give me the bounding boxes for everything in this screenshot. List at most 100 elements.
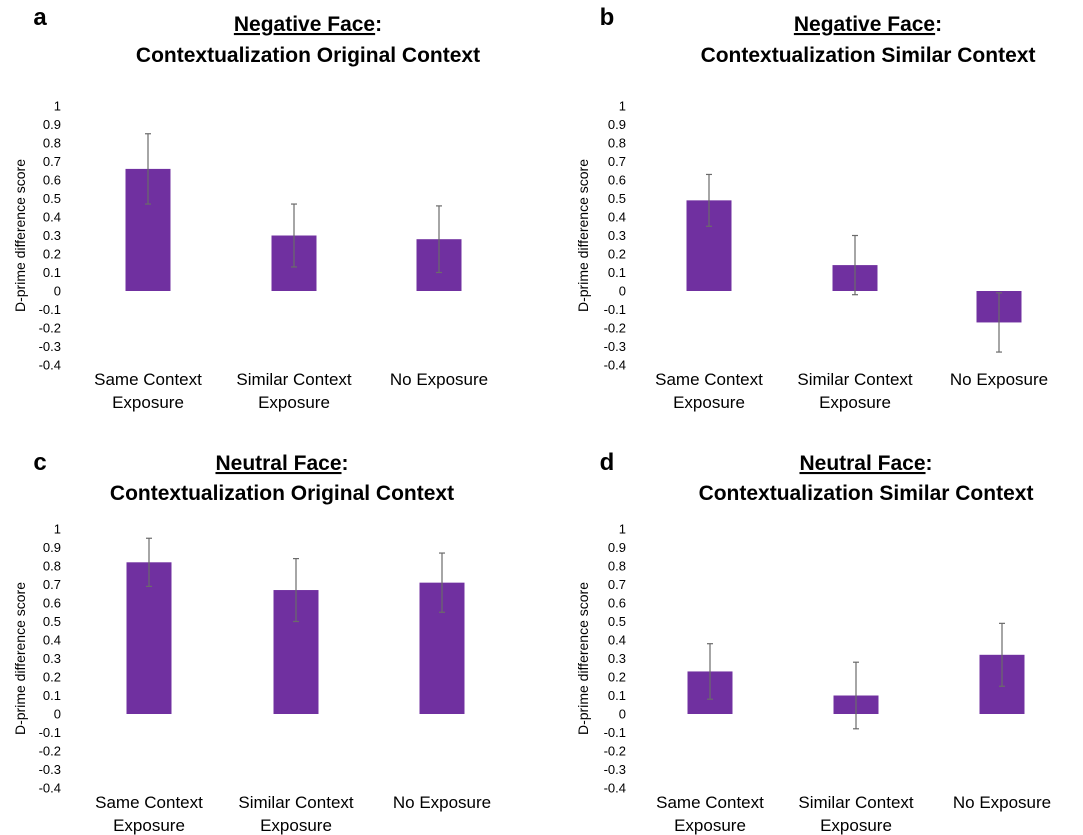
chart-title-line-1: Neutral Face: — [215, 452, 348, 475]
x-category-label-line: Similar Context — [236, 370, 352, 389]
bar — [126, 562, 172, 714]
y-tick-label: -0.4 — [39, 781, 61, 796]
x-category-label: Similar Context Exposure — [798, 793, 914, 835]
x-category-label-line: Same Context — [94, 370, 202, 389]
y-tick-label: 0.9 — [608, 540, 626, 555]
x-category-label: Same Context Exposure — [655, 370, 763, 412]
y-tick-label: 0.1 — [43, 688, 61, 703]
chart-title-suffix: : — [926, 452, 933, 475]
chart-title-suffix: : — [375, 13, 382, 36]
x-category-label-line: Same Context — [95, 793, 203, 812]
y-tick-label: -0.4 — [604, 781, 626, 796]
x-category-label-line: No Exposure — [953, 793, 1051, 812]
y-tick-label: 0.4 — [43, 633, 61, 648]
chart-title-line-2: Contextualization Similar Context — [701, 44, 1036, 67]
y-tick-label: -0.1 — [604, 302, 626, 317]
y-tick-label: 0.9 — [43, 117, 61, 132]
chart-title-emphasis: Neutral Face — [215, 452, 341, 475]
chart-title-line-1: Negative Face: — [234, 13, 382, 36]
y-tick-label: 0.1 — [608, 688, 626, 703]
x-category-label: Same Context Exposure — [95, 793, 203, 835]
y-tick-label: 0.3 — [608, 651, 626, 666]
x-category-label: Same Context Exposure — [656, 793, 764, 835]
y-tick-label: 1 — [619, 99, 626, 114]
y-tick-label: -0.2 — [39, 321, 61, 336]
chart-panel-b: b Negative Face: Contextualization Similar… — [575, 4, 1048, 412]
y-tick-label: 0.5 — [608, 614, 626, 629]
y-tick-label: 0.8 — [608, 559, 626, 574]
y-tick-label: -0.1 — [604, 725, 626, 740]
chart-title-line-1: Neutral Face: — [799, 452, 932, 475]
x-category-label: Similar Context Exposure — [797, 370, 913, 412]
y-tick-label: 0.1 — [608, 265, 626, 280]
x-category-label-line: Exposure — [820, 816, 892, 835]
y-tick-label: 0.2 — [43, 670, 61, 685]
y-tick-label: -0.2 — [39, 744, 61, 759]
y-tick-label: 0.8 — [43, 559, 61, 574]
y-tick-label: 0.2 — [608, 247, 626, 262]
y-tick-label: -0.3 — [604, 339, 626, 354]
y-tick-label: 0.5 — [608, 191, 626, 206]
x-category-label-line: Exposure — [112, 393, 184, 412]
y-tick-label: 1 — [54, 522, 61, 537]
y-tick-label: 0.4 — [608, 210, 626, 225]
y-tick-label: -0.2 — [604, 744, 626, 759]
y-axis-label: D-prime difference score — [575, 159, 591, 312]
y-tick-label: -0.4 — [604, 358, 626, 373]
x-category-label-line: No Exposure — [393, 793, 491, 812]
chart-title-suffix: : — [935, 13, 942, 36]
y-tick-label: -0.3 — [39, 762, 61, 777]
y-axis-label: D-prime difference score — [12, 582, 28, 735]
y-tick-label: 0.7 — [608, 577, 626, 592]
chart-title-emphasis: Negative Face — [794, 13, 935, 36]
y-tick-label: 0.6 — [43, 173, 61, 188]
y-tick-label: -0.2 — [604, 321, 626, 336]
x-category-label-line: Exposure — [674, 816, 746, 835]
x-category-label-line: No Exposure — [950, 370, 1048, 389]
chart-panel-d: d Neutral Face: Contextualization Similar … — [575, 449, 1051, 835]
y-tick-label: 0.2 — [608, 670, 626, 685]
y-tick-label: 0.3 — [43, 651, 61, 666]
x-category-label-line: Same Context — [656, 793, 764, 812]
chart-title-suffix: : — [342, 452, 349, 475]
x-category-label-line: Similar Context — [797, 370, 913, 389]
y-tick-label: -0.1 — [39, 302, 61, 317]
y-tick-label: 0.3 — [43, 228, 61, 243]
chart-panel-c: c Neutral Face: Contextualization Original… — [12, 449, 491, 835]
y-tick-label: 1 — [619, 522, 626, 537]
y-tick-label: 0 — [619, 284, 626, 299]
y-tick-label: -0.4 — [39, 358, 61, 373]
y-tick-label: 0.6 — [608, 596, 626, 611]
panel-label: d — [600, 449, 615, 476]
x-category-label-line: Exposure — [673, 393, 745, 412]
y-tick-label: 0.5 — [43, 191, 61, 206]
y-tick-label: 0.6 — [43, 596, 61, 611]
y-tick-label: 1 — [54, 99, 61, 114]
y-tick-label: 0 — [54, 707, 61, 722]
x-category-label: No Exposure — [390, 370, 488, 389]
y-tick-label: 0.4 — [608, 633, 626, 648]
y-tick-label: 0.8 — [608, 136, 626, 151]
y-tick-label: 0.8 — [43, 136, 61, 151]
y-tick-label: 0 — [54, 284, 61, 299]
y-tick-label: 0.1 — [43, 265, 61, 280]
y-tick-label: 0.4 — [43, 210, 61, 225]
y-axis-label: D-prime difference score — [12, 159, 28, 312]
x-category-label: Same Context Exposure — [94, 370, 202, 412]
chart-title-line-2: Contextualization Original Context — [110, 482, 454, 505]
chart-panel-a: a Negative Face: Contextualization Origina… — [12, 4, 488, 412]
y-axis-label: D-prime difference score — [575, 582, 591, 735]
x-category-label-line: No Exposure — [390, 370, 488, 389]
y-tick-label: 0.7 — [43, 154, 61, 169]
chart-title-line-1: Negative Face: — [794, 13, 942, 36]
x-category-label: No Exposure — [393, 793, 491, 812]
y-tick-label: 0.3 — [608, 228, 626, 243]
chart-title-line-2: Contextualization Original Context — [136, 44, 480, 67]
x-category-label: No Exposure — [953, 793, 1051, 812]
y-tick-label: 0.7 — [43, 577, 61, 592]
y-tick-label: 0.9 — [43, 540, 61, 555]
chart-title-emphasis: Negative Face — [234, 13, 375, 36]
y-tick-label: 0.2 — [43, 247, 61, 262]
y-tick-label: -0.3 — [39, 339, 61, 354]
x-category-label-line: Exposure — [819, 393, 891, 412]
